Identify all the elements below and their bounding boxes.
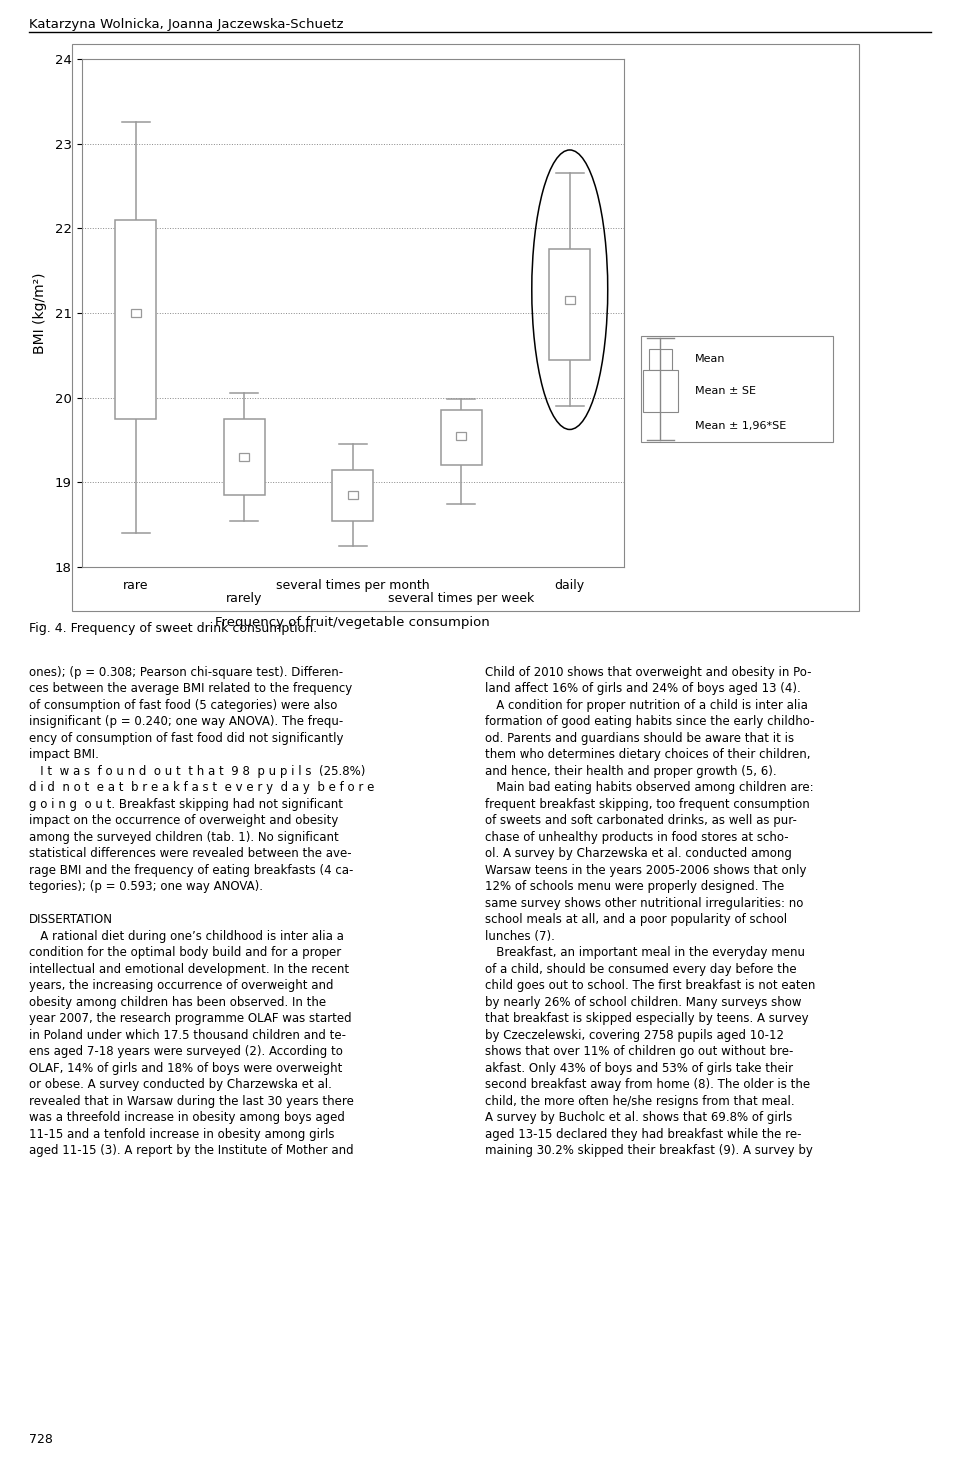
Text: Frequency of fruit/vegetable consumpion: Frequency of fruit/vegetable consumpion [215, 616, 491, 629]
Text: several times per week: several times per week [388, 592, 535, 605]
Bar [332, 470, 373, 520]
Bar [564, 296, 575, 303]
Text: Mean: Mean [695, 354, 726, 364]
Text: Mean ± SE: Mean ± SE [695, 386, 756, 396]
Text: ones); (p = 0.308; Pearson chi-square test). Differen-
ces between the average B: ones); (p = 0.308; Pearson chi-square te… [29, 666, 374, 1158]
Bar [456, 432, 467, 439]
Text: rarely: rarely [227, 592, 262, 605]
Bar [115, 219, 156, 418]
Text: Fig. 4. Frequency of sweet drink consumption.: Fig. 4. Frequency of sweet drink consump… [29, 622, 317, 635]
Bar [224, 418, 265, 495]
Text: 728: 728 [29, 1433, 53, 1446]
Bar [649, 349, 672, 370]
Bar [131, 309, 141, 317]
Text: several times per month: several times per month [276, 579, 430, 592]
Y-axis label: BMI (kg/m²): BMI (kg/m²) [33, 273, 46, 354]
Bar [348, 492, 358, 499]
Bar [239, 454, 250, 461]
Text: daily: daily [555, 579, 585, 592]
Text: Child of 2010 shows that overweight and obesity in Po-
land affect 16% of girls : Child of 2010 shows that overweight and … [485, 666, 815, 1158]
Text: rare: rare [123, 579, 149, 592]
Bar [549, 249, 590, 359]
Text: Mean ± 1,96*SE: Mean ± 1,96*SE [695, 421, 786, 432]
Text: Katarzyna Wolnicka, Joanna Jaczewska-Schuetz: Katarzyna Wolnicka, Joanna Jaczewska-Sch… [29, 18, 344, 31]
Bar [441, 411, 482, 465]
Bar [643, 370, 678, 412]
